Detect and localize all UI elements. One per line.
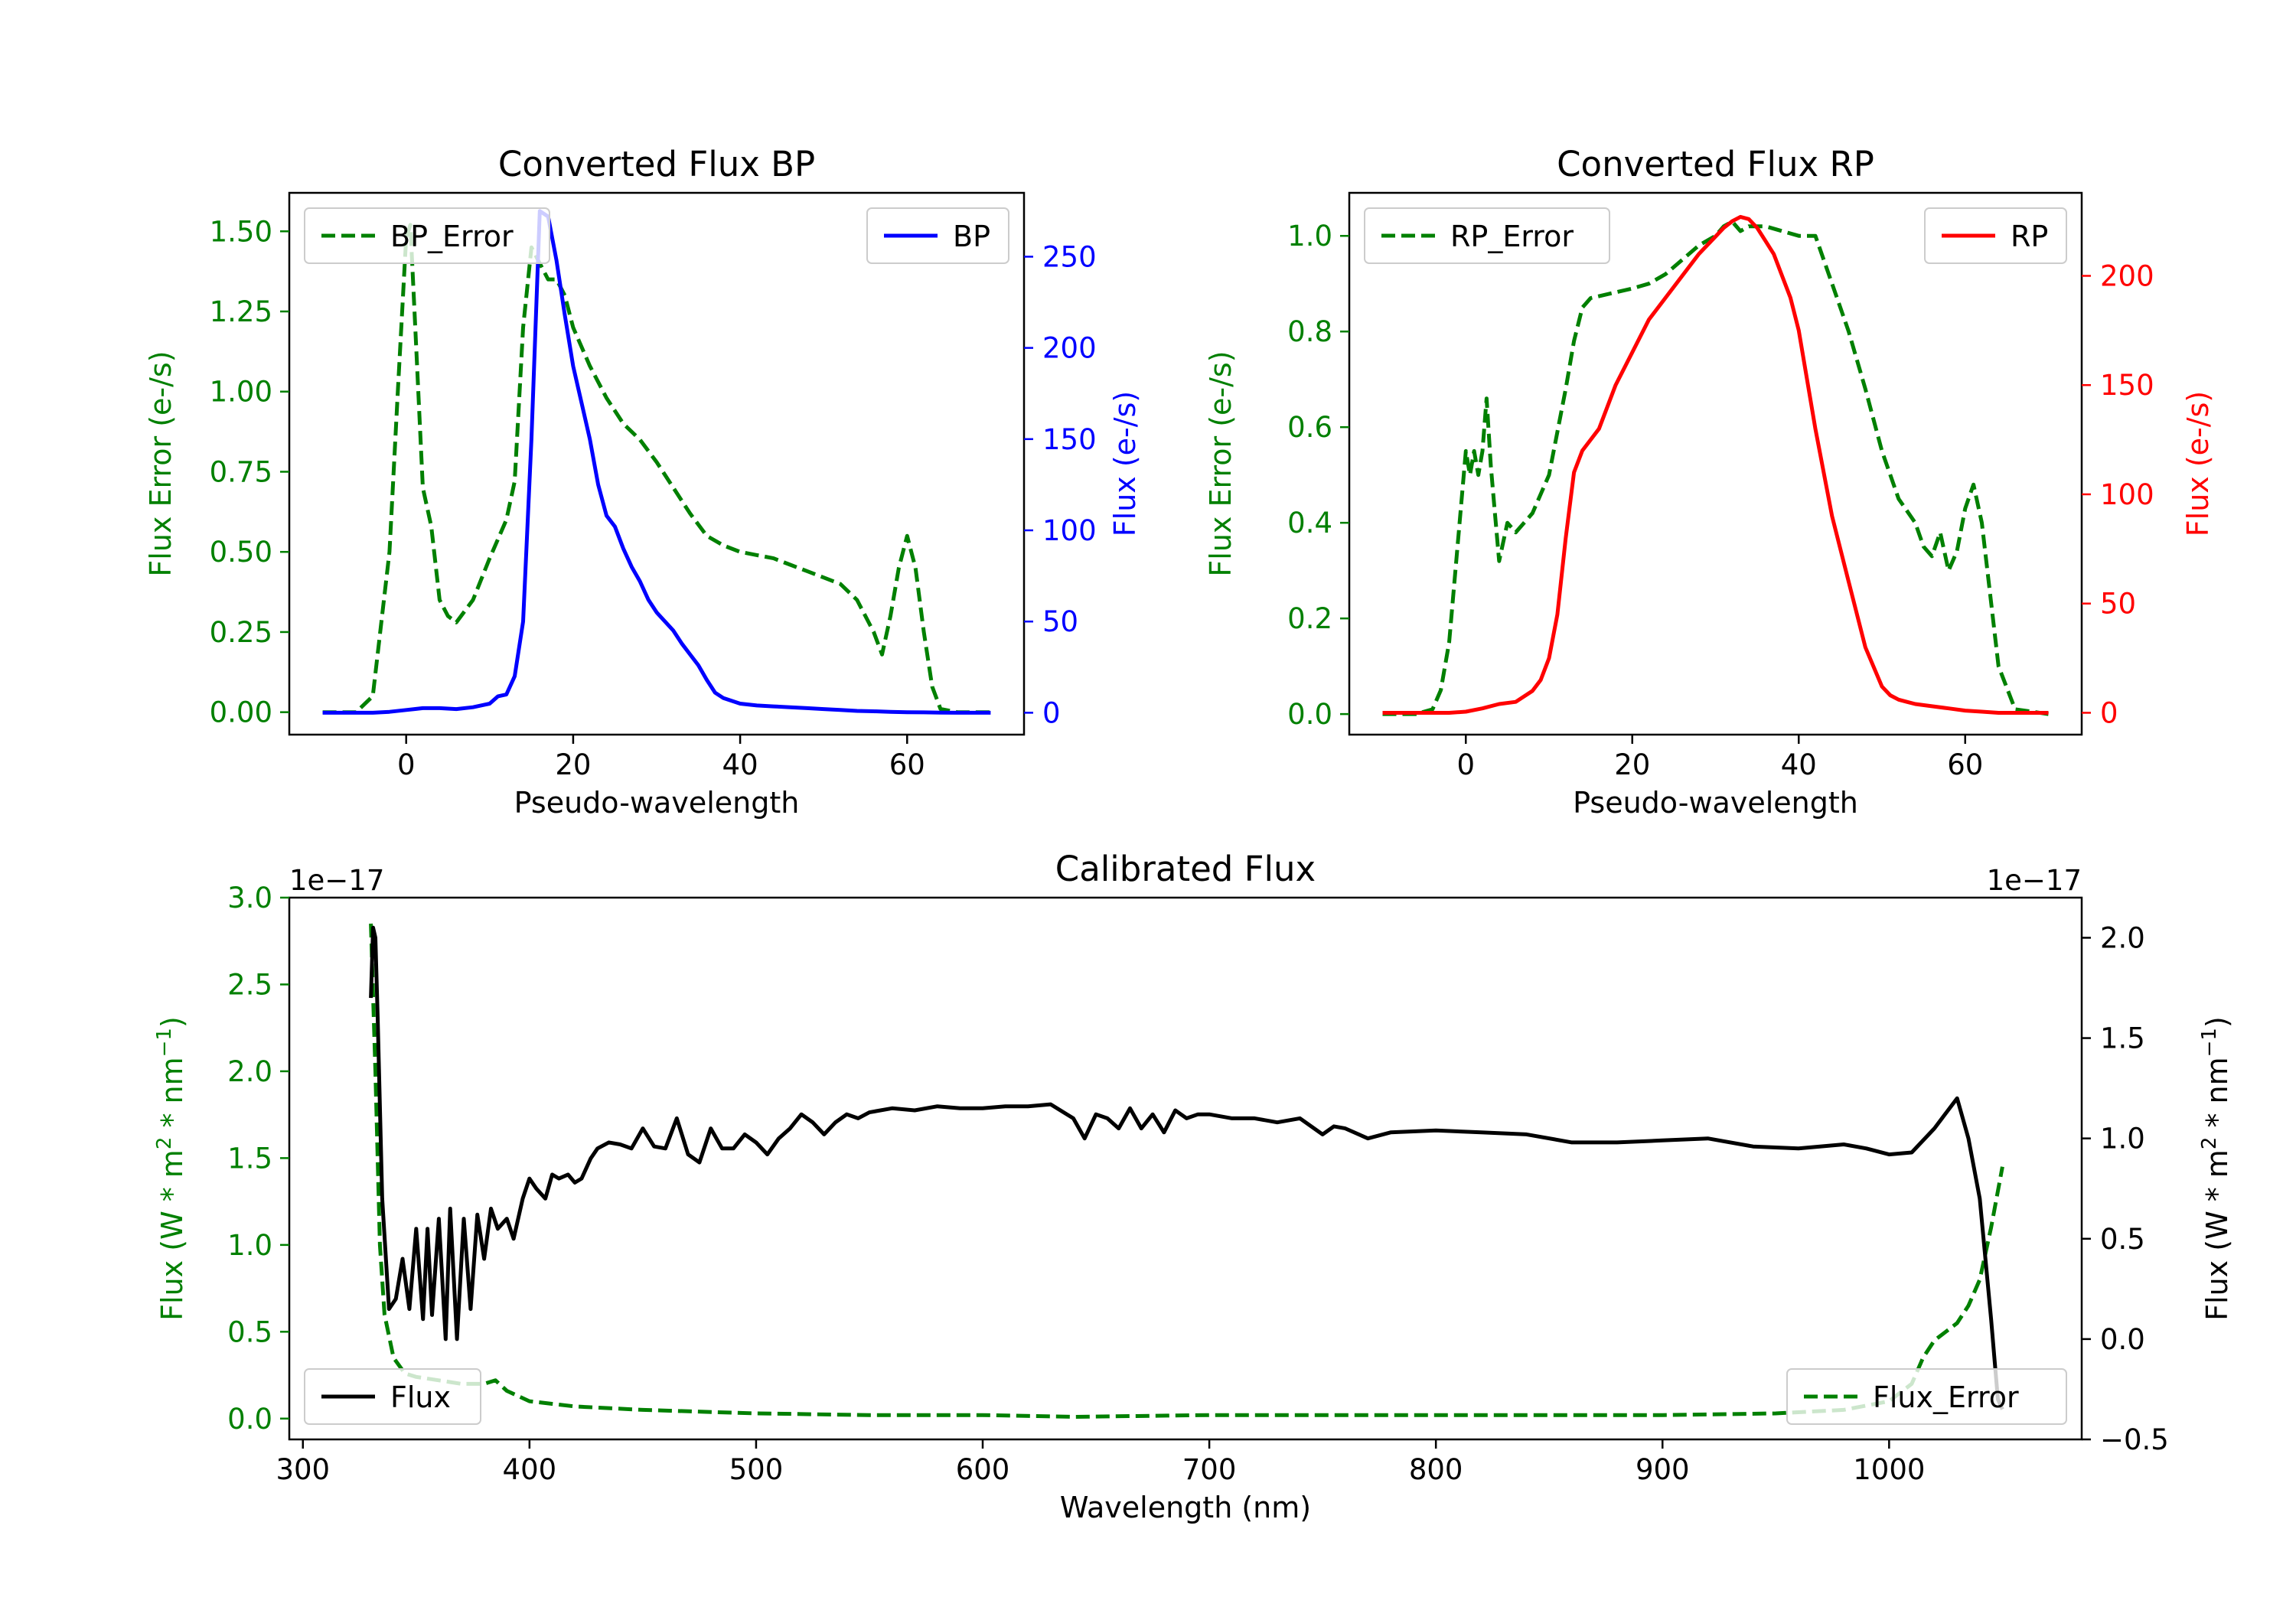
legend-box xyxy=(304,1368,481,1425)
cal-ytick-right-label: 0.0 xyxy=(2100,1323,2145,1356)
bp-ylabel-right: Flux (e-/s) xyxy=(1108,391,1142,536)
rp-series-rp-error xyxy=(1382,220,2049,716)
cal-ylabel-left: Flux (W * m2 * nm−1) xyxy=(153,1016,189,1321)
bp-xtick-label: 60 xyxy=(889,748,925,781)
cal-ytick-left-label: 1.5 xyxy=(227,1142,272,1175)
bp-ytick-right-label: 250 xyxy=(1042,240,1097,273)
legend-label: BP xyxy=(953,220,990,253)
cal-chart: 300 400 500 600 700 800 900 1000 0.0 0.5 1.0 1.5 2.0… xyxy=(153,849,2234,1524)
bp-axes-frame xyxy=(288,191,1026,736)
bp-ytick-right-label: 100 xyxy=(1042,514,1097,547)
cal-ytick-right-label: −0.5 xyxy=(2100,1423,2169,1456)
cal-xtick-label: 300 xyxy=(276,1453,330,1486)
legend-box xyxy=(866,207,1009,264)
cal-ylabel-right: Flux (W * m2 * nm−1) xyxy=(2198,1016,2234,1321)
rp-ytick-left-label: 0.8 xyxy=(1287,315,1332,348)
rp-xtick-label: 0 xyxy=(1456,748,1475,781)
legend-label: RP xyxy=(2011,220,2048,253)
cal-series-flux xyxy=(369,925,2004,1410)
bp-ytick-left-label: 0.00 xyxy=(210,696,272,729)
bp-series-bp xyxy=(322,209,991,715)
cal-xtick-label: 400 xyxy=(503,1453,557,1486)
cal-series-flux-error xyxy=(369,923,2004,1419)
rp-legend-rp-error: RP_Error xyxy=(1364,207,1610,264)
cal-ytick-right-label: 1.0 xyxy=(2100,1123,2145,1156)
cal-ytick-left-label: 0.5 xyxy=(227,1315,272,1348)
legend-box xyxy=(304,207,550,264)
cal-ytick-left-label: 2.5 xyxy=(227,968,272,1001)
rp-ytick-left-label: 0.0 xyxy=(1287,698,1332,731)
rp-series-rp xyxy=(1382,214,2049,715)
rp-legend-rp: RP xyxy=(1924,207,2067,264)
rp-xtick-label: 60 xyxy=(1947,748,1983,781)
legend-label: RP_Error xyxy=(1450,220,1574,253)
rp-ytick-right-label: 50 xyxy=(2100,588,2136,621)
cal-xtick-label: 500 xyxy=(729,1453,784,1486)
cal-ytick-right-label: 2.0 xyxy=(2100,921,2145,954)
bp-ytick-right-label: 200 xyxy=(1042,332,1097,365)
cal-offset-right: 1e−17 xyxy=(1987,864,2082,897)
bp-ytick-left-label: 0.75 xyxy=(210,455,272,488)
bp-xtick-label: 40 xyxy=(722,748,758,781)
legend-label: BP_Error xyxy=(390,220,514,253)
rp-ytick-left-label: 1.0 xyxy=(1287,220,1332,253)
bp-chart: 0 20 40 60 0.00 0.25 0.50 0.75 1.00 1.25 1.50 0 50 10… xyxy=(144,144,1142,820)
cal-xtick-label: 800 xyxy=(1409,1453,1463,1486)
bp-title: Converted Flux BP xyxy=(498,144,815,184)
bp-ytick-right-label: 0 xyxy=(1042,696,1061,729)
cal-xtick-label: 700 xyxy=(1182,1453,1237,1486)
legend-label: Flux xyxy=(390,1380,451,1414)
bp-xlabel: Pseudo-wavelength xyxy=(514,786,800,820)
cal-xtick-label: 900 xyxy=(1636,1453,1690,1486)
bp-legend-bp: BP xyxy=(866,207,1009,264)
bp-xtick-label: 20 xyxy=(555,748,591,781)
bp-legend-bp-error: BP_Error xyxy=(304,207,550,264)
bp-ytick-left-label: 1.00 xyxy=(210,376,272,409)
bp-ytick-right-label: 150 xyxy=(1042,423,1097,456)
rp-ytick-right-label: 100 xyxy=(2100,478,2154,511)
rp-ytick-left-label: 0.2 xyxy=(1287,602,1332,635)
rp-chart: 0 20 40 60 0.0 0.2 0.4 0.6 0.8 1.0 0 50 100 150 200 Con… xyxy=(1204,144,2215,820)
rp-xtick-label: 40 xyxy=(1781,748,1817,781)
bp-ytick-right-label: 50 xyxy=(1042,605,1078,638)
cal-ytick-left-label: 0.0 xyxy=(227,1403,272,1436)
cal-title: Calibrated Flux xyxy=(1055,849,1316,889)
cal-xlabel: Wavelength (nm) xyxy=(1060,1491,1311,1524)
legend-box xyxy=(1924,207,2067,264)
bp-ylabel-left: Flux Error (e-/s) xyxy=(144,350,178,576)
bp-ytick-left-label: 0.50 xyxy=(210,536,272,569)
cal-ytick-left-label: 1.0 xyxy=(227,1229,272,1262)
cal-legend-flux-error: Flux_Error xyxy=(1786,1368,2067,1425)
rp-ytick-right-label: 200 xyxy=(2100,259,2154,292)
rp-axes-frame xyxy=(1348,191,2083,736)
legend-label: Flux_Error xyxy=(1873,1380,2019,1414)
cal-offset-left: 1e−17 xyxy=(289,864,384,897)
cal-ytick-right-label: 1.5 xyxy=(2100,1022,2145,1055)
cal-xtick-label: 1000 xyxy=(1853,1453,1925,1486)
rp-xtick-label: 20 xyxy=(1614,748,1650,781)
cal-legend-flux: Flux xyxy=(304,1368,481,1425)
bp-xtick-label: 0 xyxy=(397,748,416,781)
rp-ylabel-left: Flux Error (e-/s) xyxy=(1204,350,1238,576)
rp-ylabel-right: Flux (e-/s) xyxy=(2181,391,2215,536)
cal-axes-frame xyxy=(288,896,2083,1441)
rp-xlabel: Pseudo-wavelength xyxy=(1573,786,1858,820)
cal-ytick-right-label: 0.5 xyxy=(2100,1223,2145,1256)
cal-xtick-label: 600 xyxy=(956,1453,1010,1486)
bp-ytick-left-label: 0.25 xyxy=(210,616,272,649)
rp-ytick-left-label: 0.6 xyxy=(1287,411,1332,444)
rp-ytick-right-label: 0 xyxy=(2100,696,2118,729)
cal-ytick-left-label: 2.0 xyxy=(227,1055,272,1088)
bp-ytick-left-label: 1.25 xyxy=(210,295,272,328)
bp-series-bp-error xyxy=(322,223,991,715)
legend-box xyxy=(1364,207,1610,264)
rp-ytick-left-label: 0.4 xyxy=(1287,507,1332,539)
bp-ytick-left-label: 1.50 xyxy=(210,215,272,248)
cal-ytick-left-label: 3.0 xyxy=(227,882,272,914)
rp-title: Converted Flux RP xyxy=(1557,144,1874,184)
rp-ytick-right-label: 150 xyxy=(2100,369,2154,402)
legend-box xyxy=(1786,1368,2067,1425)
